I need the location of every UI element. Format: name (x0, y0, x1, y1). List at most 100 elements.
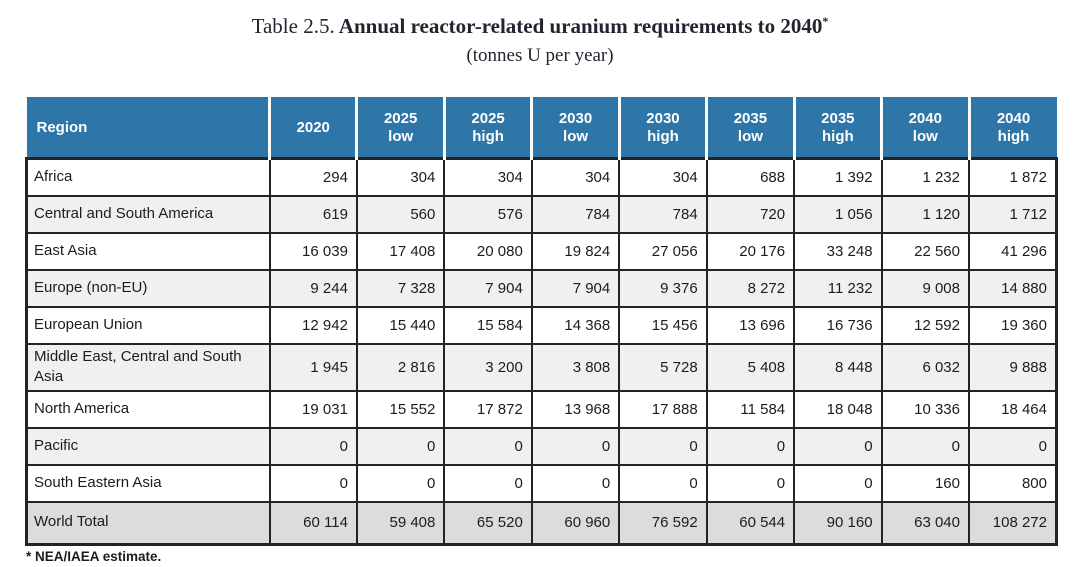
value-cell: 11 232 (793, 269, 883, 308)
value-cell: 720 (705, 195, 796, 234)
value-cell: 7 904 (530, 269, 621, 308)
value-cell: 0 (793, 463, 883, 503)
total-row: World Total 60 114 59 408 65 520 60 960 76 59… (25, 500, 1058, 546)
uranium-requirements-table: Region 2020 2025 low 2025 high 2030 low 2030 hig… (25, 97, 1058, 546)
value-cell: 59 408 (355, 500, 446, 546)
table-body: Africa 294 304 304 304 304 688 1 392 1 232 1 872 C… (25, 157, 1058, 546)
value-cell: 17 408 (355, 232, 446, 271)
value-cell: 0 (618, 463, 708, 503)
region-cell: World Total (25, 500, 271, 546)
value-cell: 20 176 (705, 232, 796, 271)
region-cell: European Union (25, 306, 271, 345)
value-cell: 16 039 (268, 232, 358, 271)
value-cell: 3 808 (530, 343, 621, 392)
value-cell: 15 456 (618, 306, 708, 345)
table-row: Pacific 0 0 0 0 0 0 0 0 0 (25, 426, 1058, 466)
value-cell: 90 160 (793, 500, 883, 546)
value-cell: 8 448 (793, 343, 883, 392)
table-row: East Asia 16 039 17 408 20 080 19 824 27 056 2… (25, 232, 1058, 271)
value-cell: 1 945 (268, 343, 358, 392)
value-cell: 688 (705, 157, 796, 197)
value-cell: 15 440 (355, 306, 446, 345)
value-cell: 560 (355, 195, 446, 234)
region-column-header: Region (26, 97, 270, 159)
value-cell: 0 (268, 426, 358, 466)
value-cell: 60 114 (268, 500, 358, 546)
value-cell: 18 464 (968, 389, 1058, 429)
value-cell: 1 392 (793, 157, 883, 197)
value-cell: 60 544 (705, 500, 796, 546)
column-header-2035-high: 2035 high (792, 97, 882, 159)
value-cell: 0 (443, 426, 533, 466)
value-cell: 304 (618, 157, 708, 197)
region-cell: Pacific (25, 426, 271, 466)
value-cell: 0 (443, 463, 533, 503)
value-cell: 14 368 (530, 306, 621, 345)
value-cell: 0 (618, 426, 708, 466)
value-cell: 108 272 (968, 500, 1058, 546)
table-subtitle: (tonnes U per year) (466, 45, 614, 67)
value-cell: 11 584 (705, 389, 796, 429)
value-cell: 0 (880, 426, 971, 466)
value-cell: 304 (355, 157, 446, 197)
value-cell: 19 031 (268, 389, 358, 429)
value-cell: 1 120 (880, 195, 971, 234)
column-header-2040-high: 2040 high (967, 97, 1057, 159)
value-cell: 18 048 (793, 389, 883, 429)
value-cell: 9 244 (268, 269, 358, 308)
value-cell: 0 (793, 426, 883, 466)
value-cell: 1 712 (968, 195, 1058, 234)
value-cell: 15 584 (443, 306, 533, 345)
column-header-2025-low: 2025 low (355, 97, 445, 159)
value-cell: 7 328 (355, 269, 446, 308)
table-row: Middle East, Central and South Asia 1 945… (25, 343, 1058, 392)
table-title-block: Table 2.5. Annual reactor-related uraniu… (0, 0, 1080, 67)
value-cell: 41 296 (968, 232, 1058, 271)
value-cell: 0 (530, 463, 621, 503)
value-cell: 0 (705, 463, 796, 503)
table-row: Europe (non-EU) 9 244 7 328 7 904 7 904 9 376… (25, 269, 1058, 308)
value-cell: 0 (705, 426, 796, 466)
column-header-2020: 2020 (267, 97, 357, 159)
value-cell: 2 816 (355, 343, 446, 392)
value-cell: 13 968 (530, 389, 621, 429)
region-cell: South Eastern Asia (25, 463, 271, 503)
value-cell: 76 592 (618, 500, 708, 546)
region-cell: North America (25, 389, 271, 429)
value-cell: 576 (443, 195, 533, 234)
value-cell: 14 880 (968, 269, 1058, 308)
value-cell: 784 (618, 195, 708, 234)
table-row: European Union 12 942 15 440 15 584 14 368 15… (25, 306, 1058, 345)
value-cell: 65 520 (443, 500, 533, 546)
table-header: Region 2020 2025 low 2025 high 2030 low 2030 hig… (26, 97, 1057, 159)
value-cell: 10 336 (880, 389, 971, 429)
value-cell: 294 (268, 157, 358, 197)
value-cell: 1 056 (793, 195, 883, 234)
value-cell: 1 232 (880, 157, 971, 197)
value-cell: 33 248 (793, 232, 883, 271)
column-header-2025-high: 2025 high (442, 97, 532, 159)
table-row: Africa 294 304 304 304 304 688 1 392 1 232 1 872 (25, 157, 1058, 197)
value-cell: 9 888 (968, 343, 1058, 392)
value-cell: 22 560 (880, 232, 971, 271)
table-title-prefix: Table 2.5. (251, 14, 335, 38)
region-cell: Central and South America (25, 195, 271, 234)
value-cell: 304 (530, 157, 621, 197)
value-cell: 0 (968, 426, 1058, 466)
value-cell: 160 (880, 463, 971, 503)
value-cell: 27 056 (618, 232, 708, 271)
table-footnote: * NEA/IAEA estimate. (26, 549, 162, 564)
value-cell: 7 904 (443, 269, 533, 308)
table-title: Table 2.5. Annual reactor-related uraniu… (0, 13, 1080, 39)
table-title-note-marker: * (822, 14, 829, 28)
value-cell: 20 080 (443, 232, 533, 271)
value-cell: 0 (355, 426, 446, 466)
value-cell: 1 872 (968, 157, 1058, 197)
value-cell: 19 360 (968, 306, 1058, 345)
column-header-2035-low: 2035 low (705, 97, 795, 159)
value-cell: 15 552 (355, 389, 446, 429)
region-cell: Middle East, Central and South Asia (25, 343, 271, 392)
header-row: Region 2020 2025 low 2025 high 2030 low 2030 hig… (26, 97, 1057, 159)
value-cell: 9 376 (618, 269, 708, 308)
value-cell: 3 200 (443, 343, 533, 392)
